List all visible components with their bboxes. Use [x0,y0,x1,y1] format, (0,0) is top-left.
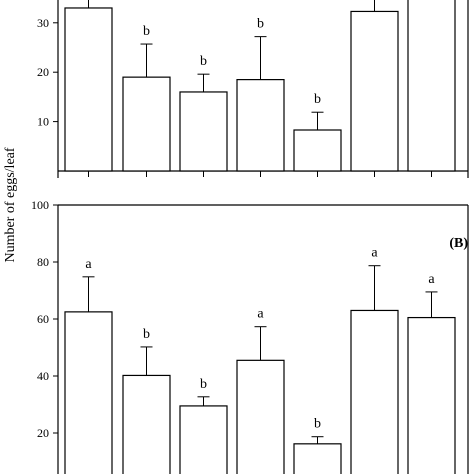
panel-b: 20 40 60 80 100 a b b a b a a (B) [31,198,469,474]
panel-a-significance-letter: b [314,92,321,107]
panel-b-bar [122,374,171,474]
panel-b-y-tick-label: 60 [37,312,49,326]
panel-b-y-tick-label: 20 [37,426,49,440]
panel-b-y-tick-label: 100 [31,198,49,212]
panel-b-significance-letter: b [314,417,321,432]
panel-b-bar [64,311,113,474]
panel-a-significance-letter: b [257,17,264,32]
panel-a-bar [407,0,456,172]
panel-a-bar [350,10,399,172]
panel-a: 10 20 30 b b b b [37,0,469,178]
panel-a-y-tick-label: 10 [37,115,49,129]
panel-b-plot [57,204,469,474]
panel-a-bar [236,79,285,172]
panel-b-label: (B) [449,236,468,251]
panel-b-bar [350,309,399,474]
panel-a-bar [122,76,171,172]
panel-b-bar [407,316,456,474]
panel-b-significance-letter: a [371,246,378,261]
panel-b-significance-letter: b [143,327,150,342]
panel-b-significance-letter: a [85,257,92,272]
panel-a-y-tick-label: 20 [37,65,49,79]
panel-b-bar [236,359,285,474]
panel-b-bar [293,443,342,474]
panel-a-bar [179,91,228,172]
panel-b-y-tick-label: 40 [37,369,49,383]
panel-a-y-tick-label: 30 [37,16,49,30]
panel-a-significance-letter: b [143,24,150,39]
y-axis-label: Number of eggs/leaf [3,147,18,262]
panel-b-significance-letter: a [257,307,264,322]
panel-b-significance-letter: b [200,377,207,392]
panel-b-y-tick-label: 80 [37,255,49,269]
panel-a-bar [293,129,342,172]
panel-b-bar [179,405,228,474]
panel-a-bar [64,7,113,172]
panel-a-plot [57,0,469,178]
panel-a-significance-letter: b [200,54,207,69]
panel-b-significance-letter: a [428,272,435,287]
